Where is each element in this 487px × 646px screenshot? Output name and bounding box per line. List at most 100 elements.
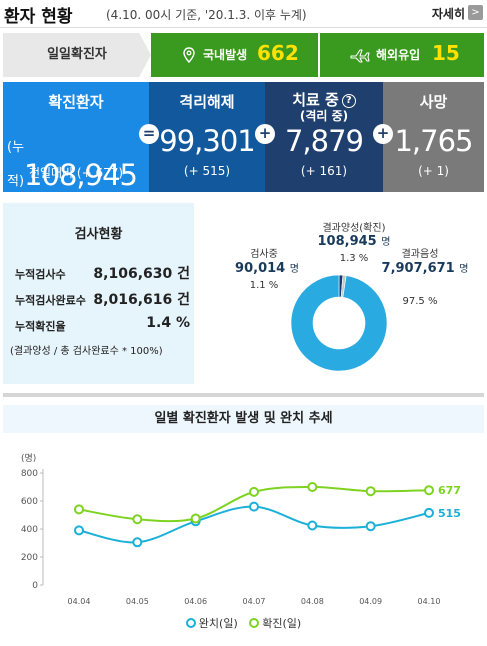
patient-stats: 확진환자 (누적)108,945 전일대비 (+ 677) 격리해제 99,30… [3, 82, 484, 192]
released-value: 99,301 [159, 124, 255, 158]
page-subtitle: (4.10. 00시 기준, '20.1.3. 이후 누계) [106, 8, 307, 22]
series-point [190, 513, 201, 524]
daily-label: 일일확진자 [3, 33, 151, 77]
domestic-value: 662 [257, 41, 299, 65]
cumulative-prefix: (누적) [7, 140, 25, 189]
treating-title: 치료 중 [292, 91, 339, 109]
legend-item-confirmed: 확진(일) [249, 615, 301, 631]
more-link[interactable]: 자세히 [431, 7, 465, 21]
trend-line-chart: (명) 0 200 400 600 800 04.04 04.05 04.06 04.07 04.0… [21, 453, 461, 606]
test-row-label: 누적검사수 [15, 268, 66, 281]
released-legend-marker [185, 618, 196, 628]
positive-value-row: 108,945 명 [294, 233, 414, 249]
x-tick-label: 04.10 [418, 597, 441, 606]
test-row-value: 1.4 % [146, 315, 190, 331]
x-tick-label: 04.08 [301, 597, 324, 606]
confirmed-value: 108,945 [24, 158, 138, 192]
location-pin-icon [183, 47, 195, 63]
test-donut-panel: 결과양성(확진) 108,945 명 1.3 % 검사중 90,014 명 1.… [194, 203, 484, 384]
treating-subtitle: (격리 중) [299, 109, 349, 123]
treating-box: 치료 중? (격리 중) 7,879 (+ 161) [265, 82, 383, 192]
chevron-right-icon[interactable]: > [468, 5, 483, 20]
series-point [132, 537, 143, 548]
testing-unit: 명 [289, 264, 299, 275]
confirmed-delta: 전일대비 (+ 677) [28, 166, 124, 180]
deaths-delta: (+ 1) [418, 164, 449, 178]
series-point [74, 504, 84, 515]
series-point [249, 501, 259, 512]
y-axis-label: (명) [21, 453, 36, 464]
overseas-box: 해외유입 15 [320, 33, 484, 77]
legend-label: 완치(일) [198, 617, 238, 630]
series-point [74, 525, 84, 536]
x-tick-label: 04.06 [184, 597, 207, 606]
trend-chart-section: 일별 확진환자 발생 및 완치 추세 (명) 0 200 400 600 800 04.04… [3, 393, 484, 643]
series-end-label: 677 [438, 484, 461, 497]
y-tick-label: 600 [21, 497, 38, 507]
confirmed-value-row: (누적)108,945 [7, 124, 149, 192]
x-tick-label: 04.05 [126, 597, 149, 606]
y-tick-label: 200 [21, 553, 38, 563]
positivity-note: (결과양성 / 총 검사완료수 * 100%) [10, 346, 163, 357]
negative-pct: 97.5 % [402, 296, 438, 307]
y-tick-label: 400 [21, 525, 38, 535]
test-row: 누적확진율 1.4 % [15, 315, 190, 334]
positive-label: 결과양성(확진) [322, 223, 386, 234]
plus-operator: + [373, 124, 393, 144]
confirmed-title: 확진환자 [48, 93, 104, 111]
negative-value-row: 7,907,671 명 [370, 260, 480, 276]
series-point [132, 514, 143, 525]
confirmed-box: 확진환자 (누적)108,945 전일대비 (+ 677) [3, 82, 149, 192]
series-point [307, 520, 318, 531]
series-point [307, 482, 318, 492]
released-box: 격리해제 99,301 (+ 515) [149, 82, 265, 192]
positive-value: 108,945 [317, 234, 377, 249]
test-row-value: 8,016,616 건 [93, 292, 190, 308]
positive-unit: 명 [381, 237, 391, 248]
domestic-label: 국내발생 [203, 48, 248, 62]
positive-pct: 1.3 % [339, 253, 369, 264]
test-row: 누적검사완료수 8,016,616 건 [15, 292, 190, 308]
test-row: 누적검사수 8,106,630 건 [15, 266, 190, 282]
testing-pct: 1.1 % [249, 280, 279, 291]
overseas-label: 해외유입 [376, 48, 421, 62]
series-point [365, 521, 376, 532]
overseas-value: 15 [432, 41, 460, 65]
negative-unit: 명 [459, 264, 469, 275]
testing-value-row: 90,014 명 [222, 260, 312, 276]
series-point [424, 507, 434, 518]
airplane-icon [350, 49, 370, 63]
treating-delta: (+ 161) [300, 164, 348, 178]
header: 환자 현황 (4.10. 00시 기준, '20.1.3. 이후 누계) 자세히… [0, 0, 487, 28]
help-icon[interactable]: ? [341, 94, 356, 108]
negative-label: 결과음성 [401, 249, 439, 260]
legend-label: 확진(일) [262, 617, 302, 630]
confirmed-legend-marker [249, 618, 260, 628]
deaths-value: 1,765 [394, 124, 473, 158]
treating-value: 7,879 [284, 124, 364, 158]
released-title: 격리해제 [179, 93, 235, 111]
test-row-label: 누적검사완료수 [15, 294, 86, 307]
series-end-label: 515 [438, 507, 461, 520]
legend-item-released: 완치(일) [185, 615, 238, 631]
x-tick-label: 04.09 [359, 597, 382, 606]
series-point [365, 486, 376, 497]
series-point [424, 485, 434, 496]
chart-legend: 완치(일) 확진(일) [3, 615, 484, 631]
plus-operator: + [255, 124, 275, 144]
test-row-label: 누적확진율 [15, 320, 66, 333]
test-row-value: 8,106,630 건 [93, 266, 190, 282]
x-tick-label: 04.04 [68, 597, 91, 606]
daily-confirmed-bar: 일일확진자 국내발생 662 해외유입 15 [3, 33, 484, 77]
released-delta: (+ 515) [183, 164, 231, 178]
page-title: 환자 현황 [4, 7, 73, 27]
negative-value: 7,907,671 [381, 261, 455, 276]
series-line-0 [78, 505, 430, 544]
series-point [249, 486, 259, 497]
testing-label: 검사중 [250, 249, 278, 260]
x-tick-label: 04.07 [243, 597, 266, 606]
test-donut-chart [290, 274, 388, 372]
y-tick-label: 800 [21, 469, 38, 479]
chart-title: 일별 확진환자 발생 및 완치 추세 [3, 405, 484, 433]
test-status-title: 검사현황 [74, 227, 123, 242]
